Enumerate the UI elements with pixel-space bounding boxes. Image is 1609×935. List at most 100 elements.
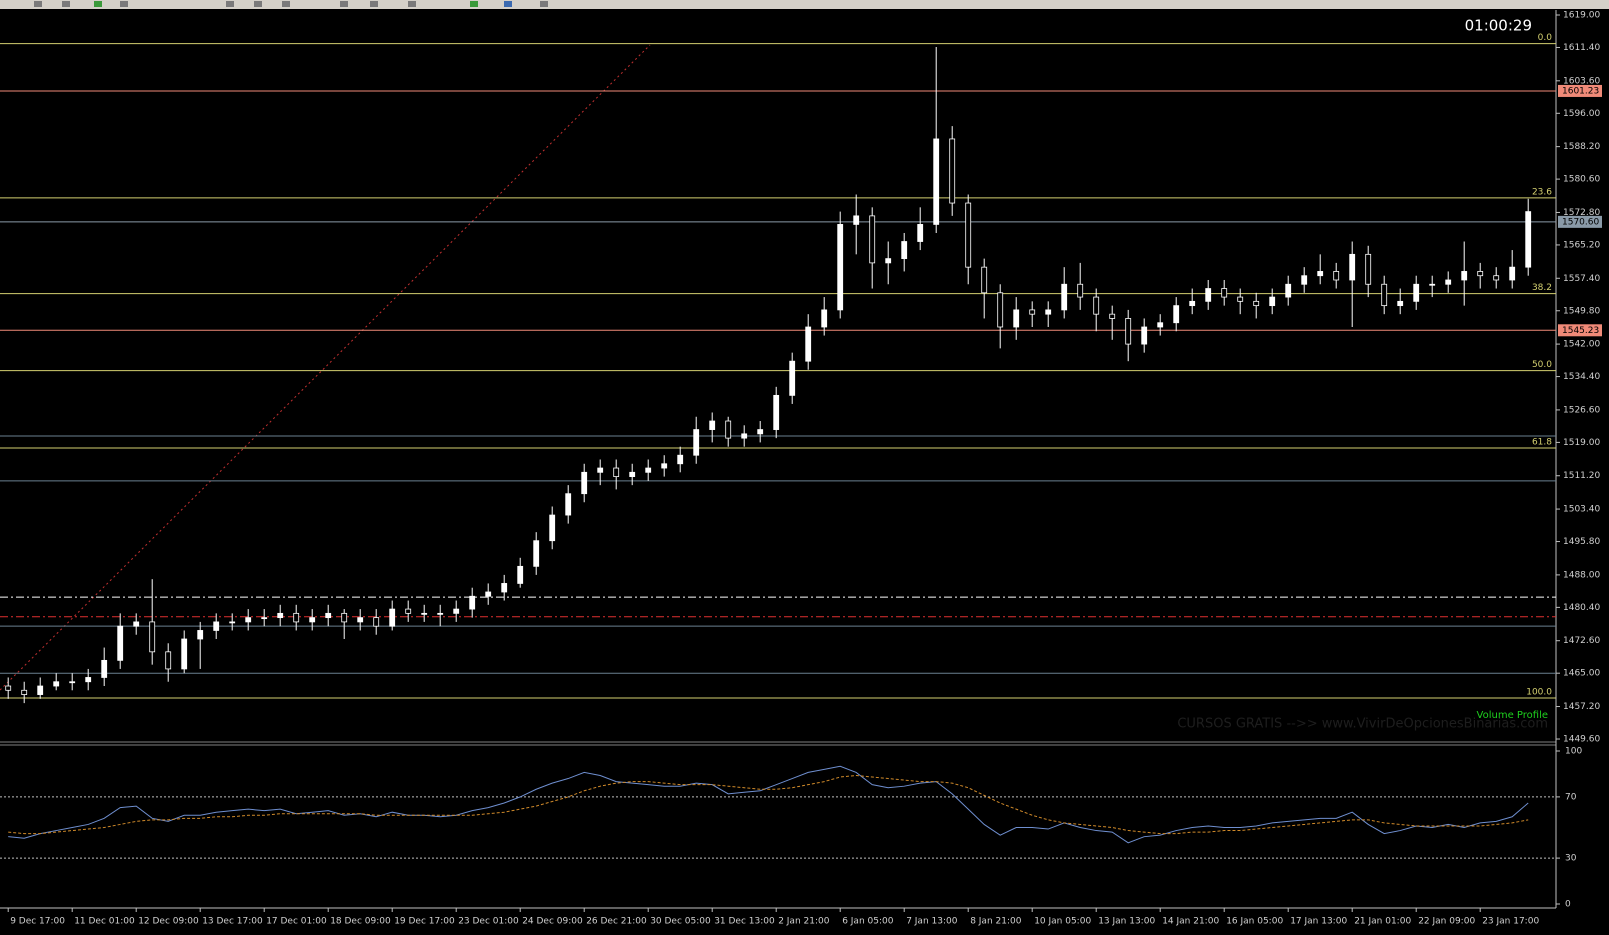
y-tick-label: 1480.40 bbox=[1563, 603, 1600, 613]
candle-body bbox=[389, 608, 396, 627]
candle-body bbox=[1125, 318, 1132, 345]
toolbar-icon[interactable] bbox=[504, 1, 512, 7]
candle-body bbox=[405, 608, 412, 614]
candle-body bbox=[1429, 283, 1436, 286]
x-tick-label: 2 Jan 21:00 bbox=[778, 917, 830, 927]
candle-body bbox=[1237, 296, 1244, 302]
candle-body bbox=[197, 630, 204, 640]
candle-body bbox=[709, 420, 716, 430]
candle-body bbox=[821, 309, 828, 328]
candle-body bbox=[741, 433, 748, 439]
y-tick-label: 1457.20 bbox=[1563, 702, 1600, 712]
y-tick-label: 1542.00 bbox=[1563, 340, 1600, 350]
y-tick-label: 1588.20 bbox=[1563, 142, 1600, 152]
fib-label: 23.6 bbox=[1532, 187, 1552, 197]
candle-body bbox=[645, 467, 652, 473]
toolbar-icon[interactable] bbox=[370, 1, 378, 7]
candle-body bbox=[725, 420, 732, 439]
candle-body bbox=[37, 685, 44, 695]
candle-body bbox=[789, 360, 796, 396]
candle-body bbox=[1397, 300, 1404, 307]
candle-body bbox=[1285, 283, 1292, 298]
x-tick-label: 11 Dec 01:00 bbox=[74, 917, 135, 927]
x-tick-label: 26 Dec 21:00 bbox=[586, 917, 647, 927]
candle-body bbox=[117, 625, 124, 661]
y-tick-label: 1526.60 bbox=[1563, 405, 1600, 415]
y-tick-label: 1603.60 bbox=[1563, 76, 1600, 86]
watermark: CURSOS GRATIS -->> www.VivirDeOpcionesBi… bbox=[1177, 717, 1548, 732]
toolbar-icon[interactable] bbox=[340, 1, 348, 7]
x-tick-label: 19 Dec 17:00 bbox=[394, 917, 455, 927]
candle-body bbox=[677, 454, 684, 465]
candle-body bbox=[181, 638, 188, 670]
candle-body bbox=[869, 215, 876, 264]
y-tick-label: 1503.40 bbox=[1563, 505, 1600, 515]
candle-body bbox=[1461, 271, 1468, 281]
toolbar-icon[interactable] bbox=[62, 1, 70, 7]
toolbar-icon[interactable] bbox=[470, 1, 478, 7]
candle-body bbox=[597, 467, 604, 473]
price-tag-label: 1570.60 bbox=[1562, 217, 1599, 227]
toolbar-icon[interactable] bbox=[282, 1, 290, 7]
y-tick-label: 1534.40 bbox=[1563, 372, 1600, 382]
candle-body bbox=[533, 540, 540, 567]
candle-body bbox=[1013, 309, 1020, 328]
candle-body bbox=[85, 677, 92, 683]
candle-body bbox=[1365, 253, 1372, 285]
x-tick-label: 16 Jan 05:00 bbox=[1226, 917, 1283, 927]
x-tick-label: 6 Jan 05:00 bbox=[842, 917, 894, 927]
candle-body bbox=[1093, 296, 1100, 315]
x-tick-label: 31 Dec 13:00 bbox=[714, 917, 775, 927]
candle-body bbox=[965, 202, 972, 268]
candle-body bbox=[1509, 266, 1516, 281]
candle-body bbox=[773, 394, 780, 430]
toolbar-icon[interactable] bbox=[226, 1, 234, 7]
y-tick-label: 1596.00 bbox=[1563, 109, 1600, 119]
candle-body bbox=[1253, 300, 1260, 307]
candle-body bbox=[53, 681, 60, 687]
candle-body bbox=[277, 612, 284, 619]
candle-body bbox=[1317, 271, 1324, 277]
toolbar-icon[interactable] bbox=[408, 1, 416, 7]
candle-body bbox=[341, 612, 348, 623]
candle-body bbox=[5, 685, 12, 691]
candle-body bbox=[245, 617, 252, 623]
candle-body bbox=[261, 617, 268, 620]
x-tick-label: 12 Dec 09:00 bbox=[138, 917, 199, 927]
x-tick-label: 22 Jan 09:00 bbox=[1418, 917, 1475, 927]
candle-body bbox=[565, 493, 572, 516]
y-tick-label: 1565.20 bbox=[1563, 240, 1600, 250]
candle-body bbox=[1413, 283, 1420, 302]
y-tick-label: 1488.00 bbox=[1563, 570, 1600, 580]
candle-body bbox=[485, 591, 492, 597]
y-tick-label: 1557.40 bbox=[1563, 274, 1600, 284]
candle-body bbox=[373, 617, 380, 627]
candle-body bbox=[1301, 275, 1308, 285]
fib-label: 50.0 bbox=[1532, 360, 1552, 370]
toolbar-icons bbox=[34, 1, 548, 7]
x-tick-label: 23 Dec 01:00 bbox=[458, 917, 519, 927]
y-tick-label: 1511.20 bbox=[1563, 471, 1600, 481]
toolbar-icon[interactable] bbox=[34, 1, 42, 7]
toolbar-icon[interactable] bbox=[94, 1, 102, 7]
toolbar-icon[interactable] bbox=[254, 1, 262, 7]
candle-body bbox=[949, 138, 956, 204]
candle-body bbox=[1045, 309, 1052, 315]
bar-timer: 01:00:29 bbox=[1465, 17, 1532, 35]
fib-label: 38.2 bbox=[1532, 283, 1552, 293]
candle-body bbox=[421, 612, 428, 615]
y-tick-label: 1619.00 bbox=[1563, 10, 1600, 20]
candle-body bbox=[581, 471, 588, 495]
candle-body bbox=[293, 612, 300, 623]
toolbar-icon[interactable] bbox=[120, 1, 128, 7]
fib-label: 0.0 bbox=[1538, 33, 1553, 43]
x-tick-label: 7 Jan 13:00 bbox=[906, 917, 958, 927]
candle-body bbox=[805, 326, 812, 362]
rsi-tick-label: 70 bbox=[1565, 792, 1577, 802]
candle-body bbox=[1189, 300, 1196, 307]
rsi-line bbox=[8, 774, 1529, 835]
candle-body bbox=[357, 617, 364, 623]
y-tick-label: 1472.60 bbox=[1563, 636, 1600, 646]
toolbar-icon[interactable] bbox=[540, 1, 548, 7]
